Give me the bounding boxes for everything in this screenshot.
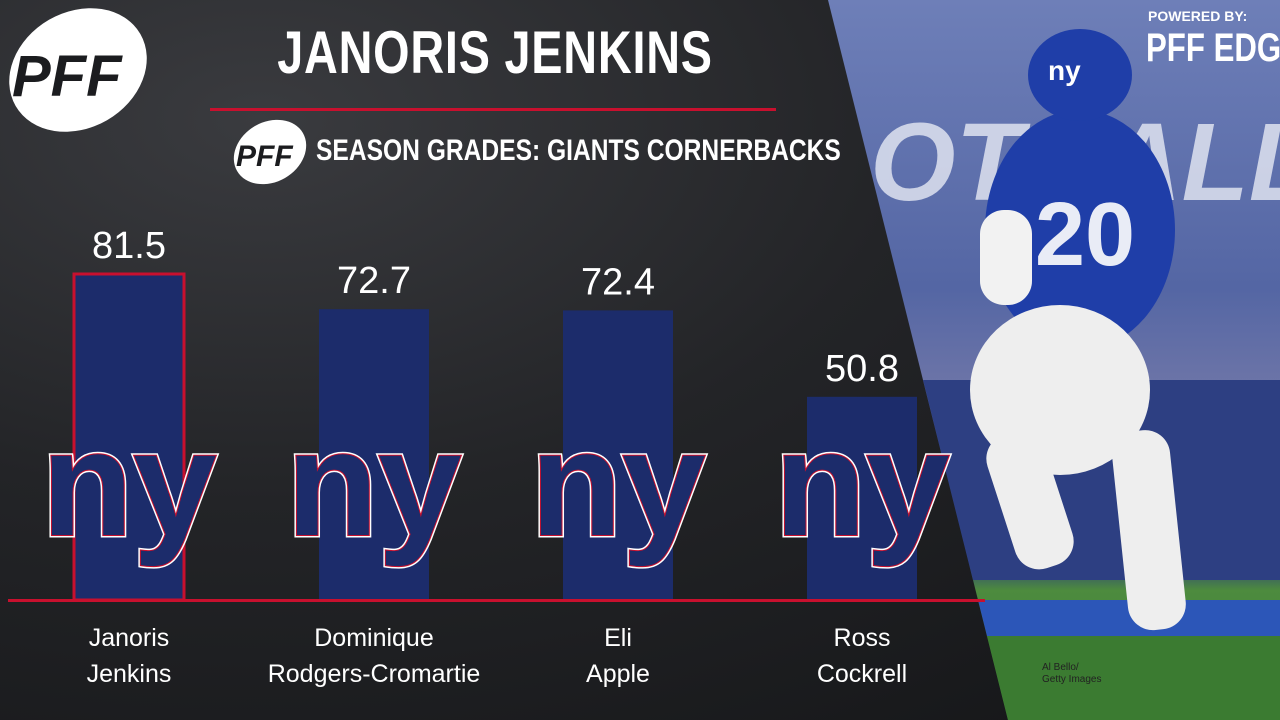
football-icon <box>233 119 307 185</box>
bar-4 <box>807 396 917 600</box>
bar-1 <box>72 272 186 602</box>
chart-subtitle: SEASON GRADES: GIANTS CORNERBACKS <box>316 134 841 167</box>
player-leg-left <box>986 430 1074 570</box>
photo-credit-line1: Al Bello/ <box>1042 662 1079 673</box>
photo-credit-line2: Getty Images <box>1042 674 1102 685</box>
chart-baseline <box>8 599 985 602</box>
category-label-line: Dominique <box>314 624 434 652</box>
photo-credit: Al Bello/ Getty Images <box>1042 662 1102 686</box>
pff-logo-small-text: PFF <box>236 140 293 173</box>
category-label-line: Ross <box>833 624 891 652</box>
team-logo-outline-1: ny <box>41 399 216 567</box>
category-label-line: Jenkins <box>86 660 172 688</box>
bar-value-label-3: 72.4 <box>581 261 655 303</box>
helmet-logo: ny <box>1048 55 1081 86</box>
pff-edge-logo: PFF EDGE <box>1146 26 1280 70</box>
helmet <box>1028 29 1132 121</box>
category-label-line: Rodgers-Cromartie <box>267 660 481 688</box>
player-leg-right <box>1112 430 1186 631</box>
team-logo-3: ny <box>530 399 705 567</box>
category-label-line: Eli <box>604 624 632 652</box>
category-label-line: Cockrell <box>816 660 908 688</box>
powered-by-label: POWERED BY: <box>1148 8 1248 24</box>
team-logo-2: ny <box>286 399 461 567</box>
football-icon <box>9 8 147 132</box>
team-logo-outline-4: ny <box>774 399 949 567</box>
category-label-3: Eli Apple <box>488 620 748 692</box>
team-logo-outline-2: ny <box>286 399 461 567</box>
pff-logo-main: PFF <box>9 8 147 132</box>
category-label-line: Janoris <box>88 624 170 652</box>
category-label-line: Apple <box>586 660 650 688</box>
bar-value-label-2: 72.7 <box>337 260 411 302</box>
title-divider <box>210 108 776 111</box>
player-arm <box>980 210 1032 305</box>
team-logo-outline-3: ny <box>530 399 705 567</box>
category-label-1: Janoris Jenkins <box>0 620 259 692</box>
bar-3 <box>563 310 673 600</box>
bar-value-label-4: 50.8 <box>825 348 899 390</box>
pff-logo-text: PFF <box>12 44 123 109</box>
team-logo-1: ny <box>41 399 216 567</box>
category-label-2: Dominique Rodgers-Cromartie <box>244 620 504 692</box>
page-title: JANORIS JENKINS <box>277 19 713 86</box>
category-label-4: Ross Cockrell <box>732 620 992 692</box>
bar-2 <box>319 309 429 600</box>
jersey <box>985 110 1175 350</box>
pff-logo-small: PFF <box>233 119 307 185</box>
team-logo-4: ny <box>774 399 949 567</box>
bar-value-label-1: 81.5 <box>92 225 166 267</box>
jersey-number: 20 <box>1035 185 1135 285</box>
